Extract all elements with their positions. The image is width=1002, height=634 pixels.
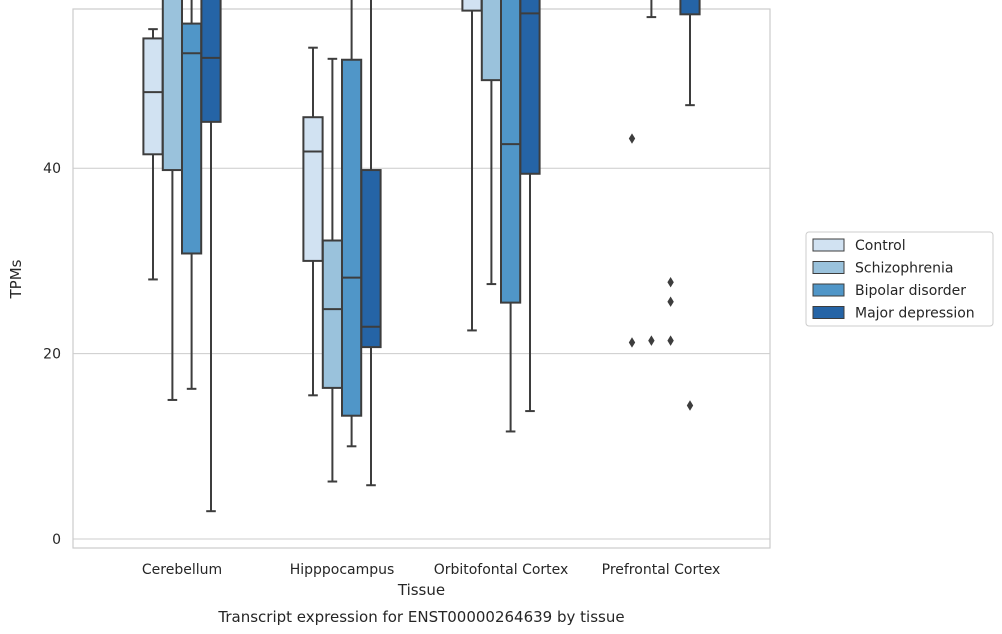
- legend-swatch: [812, 306, 845, 319]
- box: [142, 37, 164, 156]
- outlier-point: [648, 335, 655, 346]
- outlier-point: [667, 335, 674, 346]
- x-tick-label: Prefrontal Cortex: [602, 562, 721, 578]
- y-tick-label: 0: [52, 532, 61, 548]
- box: [360, 169, 382, 349]
- y-tick-label: 40: [43, 161, 61, 177]
- box-group: [360, 0, 382, 487]
- x-tick-label: Orbitofontal Cortex: [434, 562, 569, 578]
- x-tick-label: Hipppocampus: [290, 562, 395, 578]
- box-group: [200, 0, 222, 513]
- legend-swatch: [812, 238, 845, 252]
- box-group: [646, 0, 657, 346]
- box: [200, 0, 222, 123]
- box-group: [519, 0, 541, 413]
- legend-swatch: [812, 283, 845, 297]
- legend-label: Control: [855, 238, 906, 254]
- y-tick-label: 20: [43, 347, 61, 363]
- legend: Control Schizophrenia Bipolar disorder Majo…: [805, 231, 994, 327]
- box-group: [679, 0, 701, 411]
- figure-caption: Transcript expression for ENST0000026463…: [217, 608, 624, 626]
- box-group: [181, 0, 203, 390]
- box: [302, 116, 324, 262]
- legend-label: Bipolar disorder: [855, 283, 966, 299]
- outlier-point: [667, 277, 674, 288]
- legend-label: Schizophrenia: [855, 261, 953, 277]
- box: [500, 0, 522, 304]
- outlier-point: [667, 296, 674, 307]
- x-axis-title: Tissue: [397, 581, 445, 599]
- box-group: [667, 277, 674, 346]
- outlier-point: [686, 400, 694, 411]
- outlier-point: [628, 337, 636, 348]
- series-major-depression: [200, 0, 701, 513]
- box-group: [302, 46, 324, 397]
- box: [181, 22, 203, 255]
- box: [321, 239, 343, 389]
- series-schizophrenia: [161, 0, 657, 483]
- x-tick-label: Cerebellum: [142, 562, 222, 578]
- box: [341, 58, 363, 417]
- box-group: [628, 133, 636, 348]
- outlier-point: [628, 133, 636, 144]
- box: [480, 0, 502, 82]
- box-group: [461, 0, 483, 332]
- box-group: [480, 0, 502, 286]
- box: [461, 0, 483, 12]
- box-series: [142, 0, 701, 513]
- x-tick-labels: Cerebellum Hipppocampus Orbitofontal Corte…: [142, 562, 720, 578]
- legend-frame: [805, 231, 994, 327]
- box-group: [161, 0, 184, 401]
- y-axis-title: TPMs: [7, 259, 25, 299]
- box: [519, 0, 541, 175]
- box: [679, 0, 701, 16]
- box-group: [341, 0, 363, 448]
- y-tick-labels: 020406080100: [43, 161, 61, 548]
- legend-label: Major depression: [855, 306, 975, 322]
- box: [161, 0, 184, 172]
- legend-swatch: [812, 261, 845, 274]
